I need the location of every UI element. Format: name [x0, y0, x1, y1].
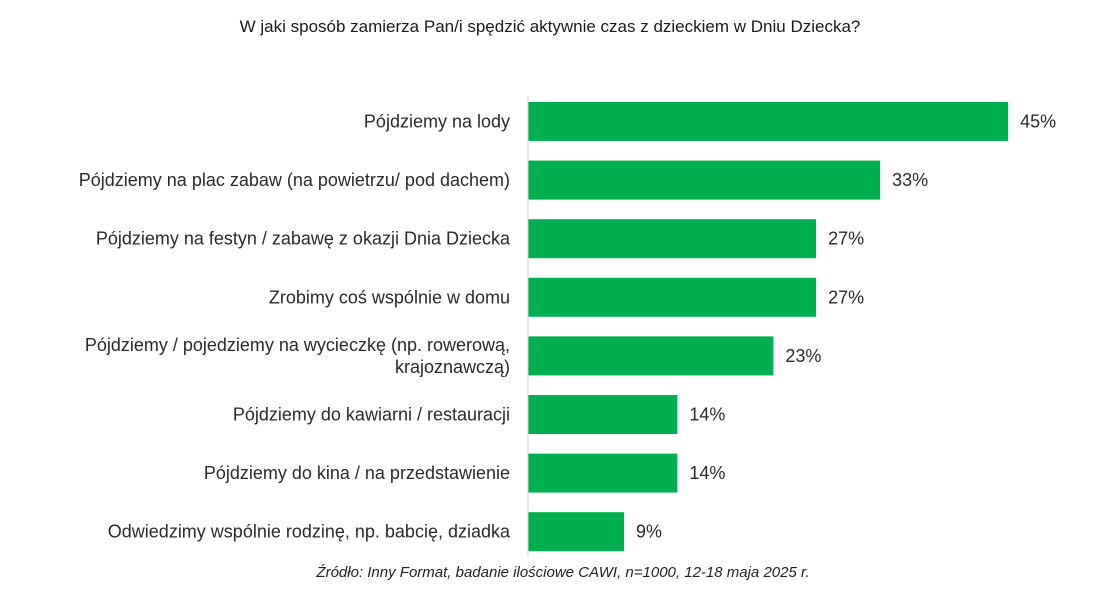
bar: [528, 453, 678, 493]
category-label-line: Pójdziemy do kawiarni / restauracji: [233, 405, 510, 425]
bar: [528, 219, 817, 259]
value-label: 33%: [892, 170, 928, 190]
category-label-line: Odwiedzimy wspólnie rodzinę, np. babcię,…: [108, 522, 511, 542]
category-label: Zrobimy coś wspólnie w domu: [269, 287, 510, 307]
category-label: Odwiedzimy wspólnie rodzinę, np. babcię,…: [108, 522, 511, 542]
value-label: 23%: [785, 346, 821, 366]
bar: [528, 336, 774, 376]
value-label: 14%: [689, 405, 725, 425]
category-label: Pójdziemy na plac zabaw (na powietrzu/ p…: [79, 170, 510, 190]
category-label-line: Pójdziemy do kina / na przedstawienie: [204, 463, 510, 483]
bar: [528, 102, 1009, 141]
source-note: Źródło: Inny Format, badanie ilościowe C…: [316, 564, 810, 581]
category-label-line: Pójdziemy / pojedziemy na wycieczkę (np.…: [85, 335, 510, 355]
category-label-line: Pójdziemy na festyn / zabawę z okazji Dn…: [96, 229, 511, 249]
category-label: Pójdziemy na lody: [364, 112, 510, 132]
value-label: 27%: [828, 229, 864, 249]
value-label: 45%: [1020, 112, 1056, 132]
category-label: Pójdziemy na festyn / zabawę z okazji Dn…: [96, 229, 511, 249]
category-label: Pójdziemy do kina / na przedstawienie: [204, 463, 510, 483]
bar: [528, 395, 678, 434]
bar: [528, 160, 881, 200]
category-label-line: Zrobimy coś wspólnie w domu: [269, 287, 510, 307]
category-label: Pójdziemy do kawiarni / restauracji: [233, 405, 510, 425]
category-label-line: Pójdziemy na lody: [364, 112, 510, 132]
bar: [528, 512, 625, 552]
category-label-line: krajoznawczą): [395, 357, 510, 377]
chart-title: W jaki sposób zamierza Pan/i spędzić akt…: [239, 17, 861, 36]
value-label: 9%: [636, 522, 662, 542]
category-label: Pójdziemy / pojedziemy na wycieczkę (np.…: [85, 335, 510, 377]
value-label: 27%: [828, 287, 864, 307]
value-label: 14%: [689, 463, 725, 483]
category-label-line: Pójdziemy na plac zabaw (na powietrzu/ p…: [79, 170, 510, 190]
bar: [528, 277, 817, 317]
